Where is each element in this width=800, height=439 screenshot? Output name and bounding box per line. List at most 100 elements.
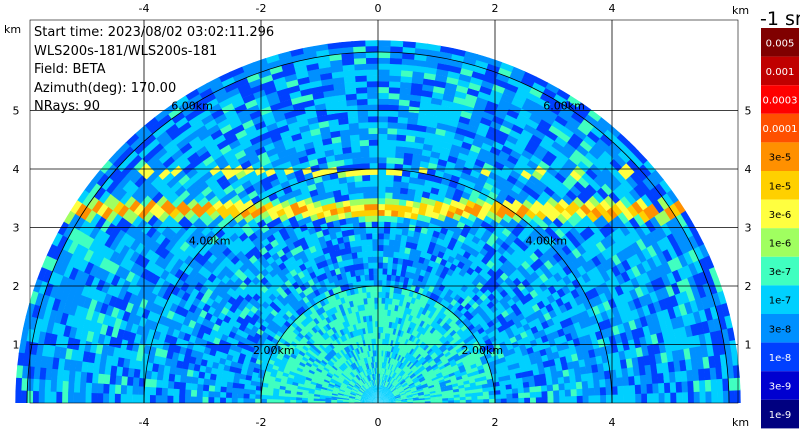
field-cell: [388, 64, 401, 71]
field-cell: [659, 392, 665, 403]
field-cell: [363, 198, 371, 205]
field-cell: [717, 390, 723, 403]
field-cell: [373, 286, 378, 292]
field-cell: [373, 280, 378, 286]
field-cell: [386, 151, 396, 158]
field-cell: [483, 399, 489, 403]
field-cell: [365, 63, 378, 69]
field-cell: [389, 58, 403, 65]
field-cell: [384, 216, 392, 223]
field-cell: [705, 378, 712, 391]
field-cell: [356, 99, 368, 106]
field-cell: [377, 198, 385, 204]
field-cell: [368, 140, 378, 146]
field-cell: [375, 321, 378, 327]
field-cell: [364, 52, 378, 58]
field-cell: [372, 251, 378, 257]
field-cell: [571, 388, 578, 396]
field-cell: [394, 152, 404, 159]
field-cell: [369, 175, 378, 181]
field-cell: [351, 40, 365, 47]
field-cell: [460, 400, 466, 403]
field-cell: [600, 394, 606, 403]
field-cell: [368, 157, 378, 163]
field-cell: [384, 204, 392, 211]
field-cell: [489, 398, 495, 403]
field-cell: [363, 204, 371, 211]
field-cell: [711, 378, 718, 391]
field-cell: [367, 122, 378, 128]
field-cell: [385, 186, 394, 193]
field-cell: [387, 122, 398, 129]
field-cell: [565, 389, 572, 397]
field-cell: [372, 257, 378, 263]
field-cell: [383, 221, 390, 228]
field-cell: [362, 192, 371, 199]
field-cell: [377, 58, 391, 64]
field-cell: [386, 128, 397, 135]
field-cell: [687, 380, 694, 393]
field-cell: [676, 391, 682, 403]
field-cell: [501, 398, 507, 403]
field-cell: [676, 381, 683, 393]
field-cell: [381, 298, 385, 304]
field-cell: [664, 392, 670, 403]
field-cell: [377, 145, 387, 151]
field-cell: [385, 181, 394, 188]
field-cell: [594, 387, 601, 396]
field-cell: [377, 163, 386, 169]
field-cell: [387, 116, 398, 123]
field-cell: [390, 216, 398, 223]
field-cell: [386, 145, 396, 152]
field-cell: [354, 81, 367, 88]
field-cell: [600, 386, 607, 395]
field-cell: [392, 193, 401, 200]
field-cell: [384, 210, 392, 217]
field-cell: [369, 163, 378, 169]
field-cell: [358, 128, 369, 135]
field-cell: [384, 192, 392, 199]
field-cell: [693, 379, 700, 392]
field-cell: [388, 69, 401, 76]
field-cell: [360, 157, 370, 164]
field-cell: [705, 390, 711, 403]
field-cell: [388, 239, 395, 246]
field-cell: [369, 180, 378, 186]
field-cell: [388, 87, 401, 94]
field-cell: [387, 99, 399, 106]
field-cell: [355, 87, 368, 94]
field-cell: [366, 81, 379, 87]
field-cell: [495, 398, 501, 403]
field-cell: [377, 128, 388, 134]
field-cell: [734, 376, 741, 390]
field-cell: [377, 87, 389, 93]
field-cell: [583, 395, 589, 403]
field-cell: [576, 388, 583, 396]
field-cell: [351, 152, 361, 159]
field-cell: [582, 387, 589, 396]
field-cell: [377, 157, 387, 163]
field-cell: [368, 151, 378, 157]
field-cell: [365, 69, 378, 75]
field-cell: [389, 233, 396, 240]
field-cell: [383, 233, 390, 240]
field-cell: [612, 394, 618, 403]
field-cell: [629, 393, 635, 403]
field-cell: [339, 41, 354, 48]
field-cell: [374, 297, 378, 303]
field-cell: [381, 309, 385, 315]
field-cell: [382, 274, 387, 280]
field-cell: [380, 321, 383, 327]
field-cell: [354, 75, 367, 82]
field-cell: [623, 384, 630, 394]
field-cell: [588, 395, 594, 403]
field-cell: [657, 372, 664, 384]
field-cell: [359, 151, 369, 158]
field-cell: [364, 46, 378, 52]
field-cell: [366, 99, 378, 105]
field-cell: [347, 117, 359, 124]
field-cell: [359, 140, 369, 147]
field-cell: [577, 395, 583, 403]
field-cell: [370, 198, 378, 204]
field-cell: [362, 181, 371, 188]
